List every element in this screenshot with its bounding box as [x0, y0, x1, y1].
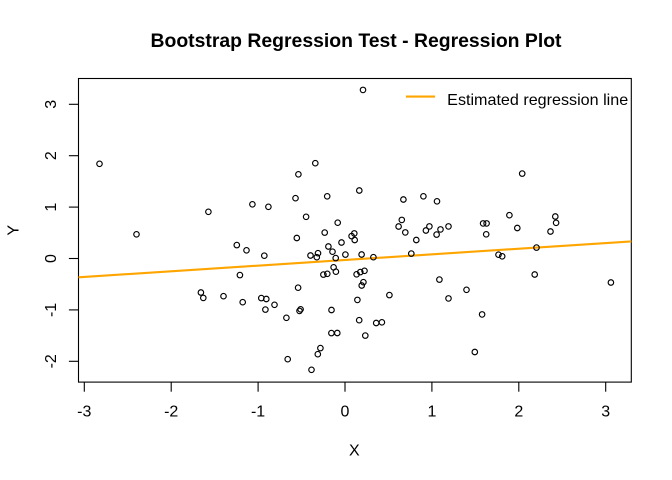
svg-text:Estimated regression line: Estimated regression line — [447, 92, 628, 109]
svg-text:-1: -1 — [251, 404, 265, 421]
svg-text:0: 0 — [341, 404, 350, 421]
svg-text:2: 2 — [514, 404, 523, 421]
svg-text:X: X — [349, 443, 360, 460]
svg-text:0: 0 — [43, 254, 60, 263]
svg-text:3: 3 — [601, 404, 610, 421]
svg-text:1: 1 — [427, 404, 436, 421]
svg-text:-2: -2 — [164, 404, 178, 421]
svg-text:-1: -1 — [43, 303, 60, 317]
svg-text:3: 3 — [43, 100, 60, 109]
svg-text:2: 2 — [43, 151, 60, 160]
svg-text:Y: Y — [5, 225, 22, 236]
svg-text:1: 1 — [43, 203, 60, 212]
svg-text:Bootstrap Regression Test - Re: Bootstrap Regression Test - Regression P… — [151, 30, 563, 52]
svg-text:-3: -3 — [77, 404, 91, 421]
svg-text:-2: -2 — [43, 354, 60, 368]
